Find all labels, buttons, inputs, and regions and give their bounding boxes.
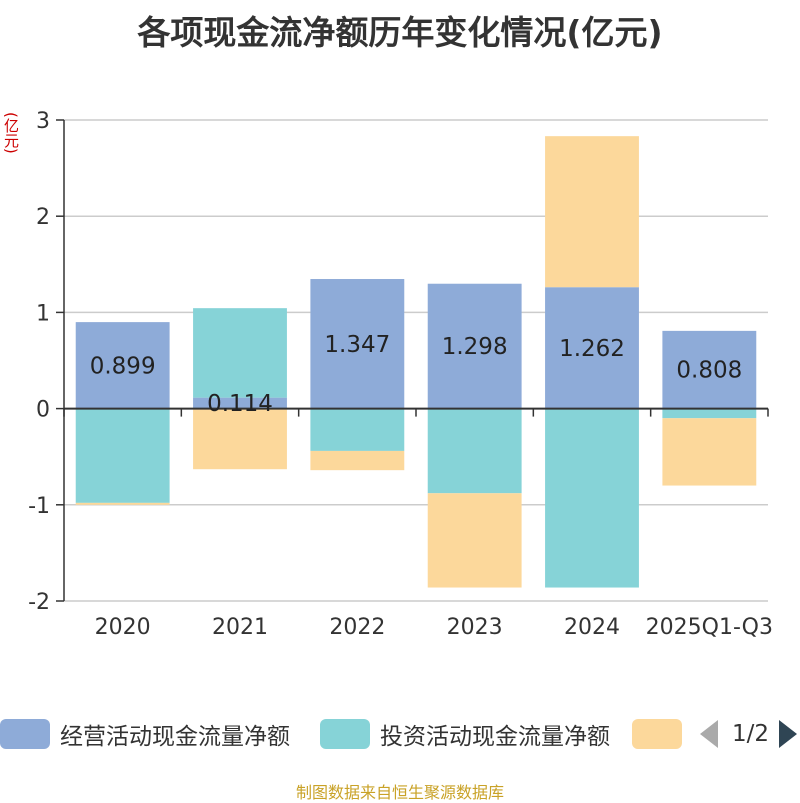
bar-1-2022 (310, 408, 405, 451)
bar-2-2025Q1-Q3 (662, 418, 757, 486)
legend-item-operating[interactable]: 经营活动现金流量净额 (0, 716, 290, 752)
legend-pager: 1/2 (700, 716, 798, 752)
bar-1-2021 (193, 308, 287, 398)
y-tick-label: -1 (28, 494, 50, 519)
legend-page-indicator: 1/2 (732, 721, 770, 747)
prev-page-icon[interactable] (700, 720, 718, 748)
data-label: 1.298 (442, 334, 508, 360)
bar-2-2021 (193, 408, 287, 470)
legend-swatch-investing (320, 719, 370, 749)
bar-0-2024 (545, 287, 639, 409)
y-tick-label: 0 (36, 398, 50, 423)
bar-2-2024 (545, 136, 639, 288)
bar-0-2022 (310, 279, 405, 409)
y-tick-label: -2 (28, 590, 50, 615)
bar-1-2023 (427, 408, 522, 494)
data-label: 1.347 (324, 332, 390, 358)
bar-2-2020 (75, 502, 170, 505)
grid-lines (64, 119, 768, 602)
bar-0-2025Q1-Q3 (662, 330, 757, 409)
legend-item-investing[interactable]: 投资活动现金流量净额 (320, 716, 610, 752)
x-tick-label: 2024 (564, 615, 620, 640)
data-label: 0.899 (90, 353, 156, 379)
bar-2-2023 (427, 493, 522, 588)
legend-label-investing: 投资活动现金流量净额 (380, 724, 610, 750)
bar-0-2023 (427, 283, 522, 409)
legend-swatch-financing (632, 719, 682, 749)
data-label: 0.808 (676, 358, 742, 384)
x-tick-label: 2022 (329, 615, 385, 640)
x-tick-label: 2020 (95, 615, 151, 640)
data-label: 1.262 (559, 336, 625, 362)
y-tick-label: 1 (36, 301, 50, 326)
legend: 经营活动现金流量净额 投资活动现金流量净额 (0, 716, 800, 752)
bar-chart: -2 -1 0 1 2 3 2020 2021 2022 2023 2024 2025Q1-Q3 0.… (28, 109, 773, 640)
axes: -2 -1 0 1 2 3 2020 2021 2022 2023 2024 2025Q1-Q3 (28, 109, 773, 640)
y-tick-label: 3 (36, 109, 50, 134)
bar-1-2024 (545, 408, 639, 588)
bar-1-2020 (75, 408, 170, 503)
y-tick-label: 2 (36, 205, 50, 230)
legend-label-operating: 经营活动现金流量净额 (60, 724, 290, 750)
x-tick-label: 2021 (212, 615, 268, 640)
y-axis-unit: (亿元) (2, 112, 20, 154)
next-page-icon[interactable] (779, 720, 798, 748)
bar-0-2020 (75, 322, 170, 409)
x-tick-label: 2025Q1-Q3 (646, 615, 773, 640)
legend-item-financing[interactable] (632, 716, 682, 752)
bars (75, 136, 757, 588)
bar-1-2025Q1-Q3 (662, 408, 757, 419)
data-label: 0.114 (207, 391, 273, 417)
chart-title: 各项现金流净额历年变化情况(亿元) (137, 13, 663, 52)
bar-2-2022 (310, 450, 405, 471)
bar-0-2021 (193, 397, 287, 409)
legend-swatch-operating (0, 719, 50, 749)
x-tick-label: 2023 (447, 615, 503, 640)
data-source: 制图数据来自恒生聚源数据库 (295, 783, 504, 802)
data-labels: 0.899 0.114 1.347 1.298 1.262 0.808 (90, 332, 743, 417)
